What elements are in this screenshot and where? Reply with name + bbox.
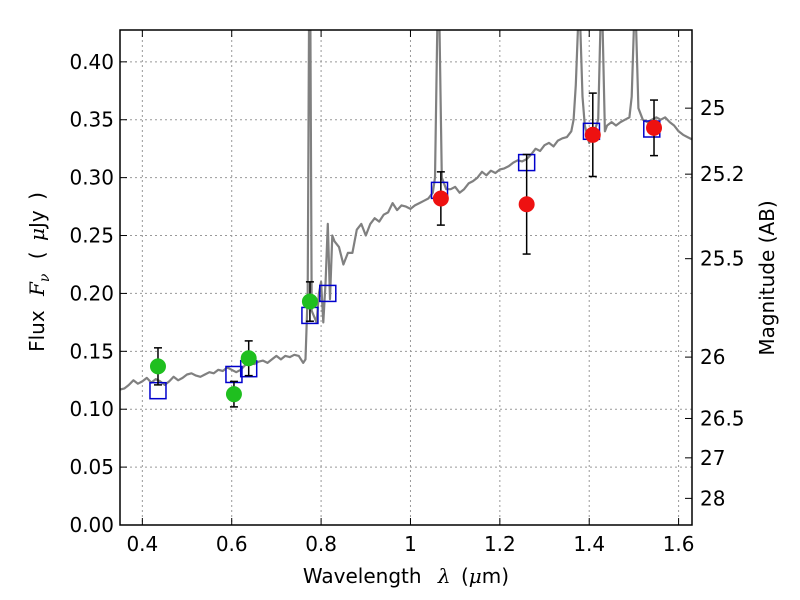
y-tick-label: 0.05 — [69, 455, 114, 479]
nir-data-point — [584, 126, 601, 143]
y-axis-unit-mu: μ — [25, 228, 49, 241]
magnitude-tick-label: 26.5 — [700, 406, 745, 430]
plot-background — [120, 30, 692, 525]
magnitude-tick-label: 26 — [700, 345, 725, 369]
grid-layer — [120, 30, 692, 526]
nir-data-point — [646, 119, 663, 136]
plot-frame — [119, 29, 693, 526]
nir-data-point — [518, 196, 535, 213]
y-axis-flux-symbol: F — [25, 281, 49, 297]
magnitude-tick-label: 28 — [700, 486, 725, 510]
x-tick-label: 0.6 — [216, 532, 248, 556]
optical-data-point — [225, 386, 242, 403]
y-tick-label: 0.15 — [69, 339, 114, 363]
x-tick-label: 1 — [404, 532, 417, 556]
optical-data-point — [149, 358, 166, 375]
model-square-marker — [319, 284, 337, 303]
x-axis-label: Wavelength λ (μm) — [303, 564, 509, 588]
y-tick-label: 0.40 — [69, 50, 114, 74]
y-tick-label: 0.10 — [69, 397, 114, 421]
optical-data-point — [240, 350, 257, 367]
y-axis-unit-open: ( — [25, 251, 49, 259]
spectrum-line — [120, 30, 692, 391]
y-axis-label: Flux Fν ( μJy ) — [25, 192, 54, 352]
nir-data-point — [432, 190, 449, 207]
x-tick-label: 0.8 — [305, 532, 337, 556]
y-tick-label: 0.00 — [69, 513, 114, 537]
x-tick-label: 0.4 — [126, 532, 158, 556]
y-axis-label-text: Flux — [25, 310, 49, 352]
tick-layer: 0.4 0.6 0.8 1 1.2 1.4 1.6 0.00 0.05 0.10 0.15 0.20 0… — [69, 30, 745, 556]
y-axis-unit-text: Jy — [25, 210, 49, 230]
data-layer — [120, 30, 692, 408]
magnitude-tick-label: 25.2 — [700, 162, 745, 186]
magnitude-tick-label: 25.5 — [700, 247, 745, 271]
x-axis-unit-mu: μ — [469, 564, 482, 588]
x-axis-label-text: Wavelength — [303, 564, 422, 588]
y-tick-label: 0.20 — [69, 281, 114, 305]
magnitude-tick-label: 25 — [700, 96, 725, 120]
magnitude-axis-label: Magnitude (AB) — [755, 200, 779, 355]
y-tick-label: 0.35 — [69, 108, 114, 132]
x-tick-label: 1.4 — [573, 532, 605, 556]
x-tick-label: 1.2 — [484, 532, 516, 556]
x-axis-unit-close: ) — [501, 564, 509, 588]
x-axis-unit-text: m — [482, 564, 501, 588]
y-axis-flux-subscript: ν — [37, 273, 53, 282]
y-axis-unit-close: ) — [25, 192, 49, 200]
optical-data-point — [301, 293, 318, 310]
magnitude-tick-label: 27 — [700, 446, 725, 470]
y-tick-label: 0.30 — [69, 166, 114, 190]
x-axis-lambda: λ — [437, 564, 451, 588]
x-axis-unit-open: ( — [461, 564, 469, 588]
x-tick-label: 1.6 — [663, 532, 695, 556]
y-tick-label: 0.25 — [69, 224, 114, 248]
